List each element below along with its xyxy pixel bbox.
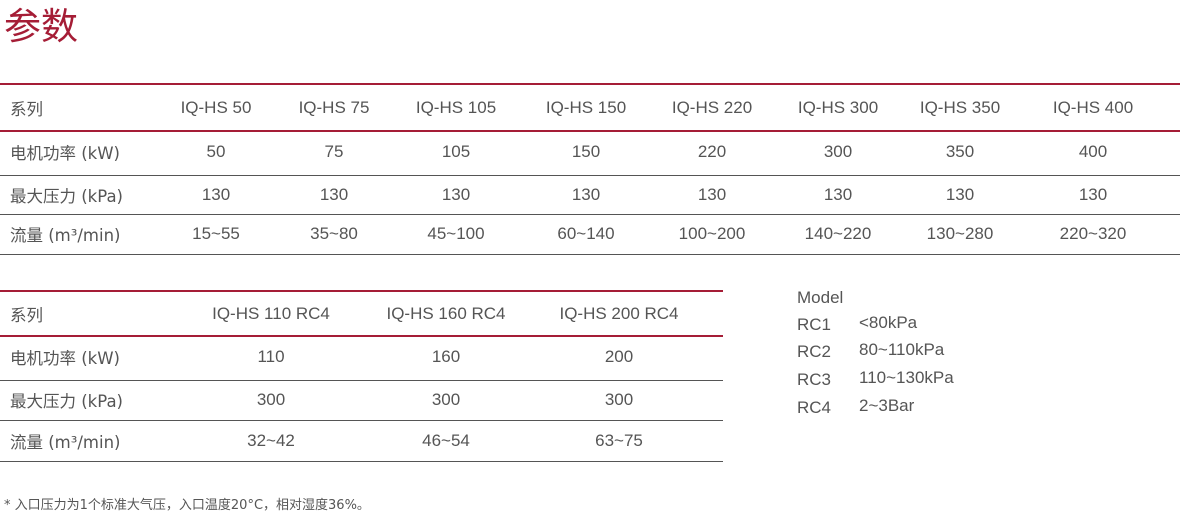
row-label: 系列: [10, 305, 43, 325]
row-label: 电机功率 (kW): [10, 348, 120, 368]
table-cell: 50: [206, 141, 226, 161]
table-cell: 60~140: [557, 224, 615, 243]
table-row: 电机功率 (kW) 110 160 200: [0, 333, 723, 381]
table-cell: 100~200: [678, 224, 746, 243]
table-cell: 130: [201, 184, 231, 204]
column-header: IQ-HS 75: [298, 97, 370, 117]
page-title: 参数: [4, 5, 78, 48]
column-header: IQ-HS 160 RC4: [386, 303, 506, 323]
row-label: 系列: [10, 99, 43, 119]
row-label: 流量 (m³/min): [10, 432, 121, 452]
legend-value: 80~110kPa: [859, 340, 945, 359]
table-cell: 130: [1078, 184, 1108, 204]
legend-value: 2~3Bar: [859, 396, 915, 415]
table-cell: 63~75: [595, 430, 643, 450]
row-label: 电机功率 (kW): [10, 143, 120, 163]
spec-table-standard: 系列 IQ-HS 50 IQ-HS 75 IQ-HS 105 IQ-HS 150 IQ-H…: [0, 83, 1180, 256]
table-cell: 160: [431, 346, 461, 366]
column-header: IQ-HS 105: [415, 97, 497, 117]
table-cell: 130~280: [926, 224, 994, 243]
column-header: IQ-HS 400: [1052, 97, 1134, 117]
table-cell: 220: [697, 141, 727, 161]
table-cell: 140~220: [804, 224, 872, 243]
table-cell: 110: [257, 346, 285, 366]
table-cell: 400: [1078, 141, 1108, 161]
column-header: IQ-HS 50: [180, 97, 252, 117]
legend-value: 110~130kPa: [859, 368, 954, 387]
legend-code: RC2: [797, 342, 832, 361]
column-header: IQ-HS 200 RC4: [559, 303, 679, 323]
table-cell: 200: [604, 346, 634, 366]
table-cell: 130: [945, 184, 975, 204]
table-cell: 300: [256, 390, 286, 409]
table-row: 电机功率 (kW) 50 75 105 150 220 300 350 400: [0, 128, 1180, 176]
spec-table-rc4: 系列 IQ-HS 110 RC4 IQ-HS 160 RC4 IQ-HS 200 RC…: [0, 290, 723, 464]
table-row: 最大压力 (kPa) 130 130 130 130 130 130 130 130: [0, 175, 1180, 215]
table-row: 最大压力 (kPa) 300 300 300: [0, 380, 723, 421]
legend-code: RC4: [797, 398, 832, 417]
table-cell: 300: [823, 141, 853, 161]
column-header: IQ-HS 300: [797, 97, 879, 117]
table-cell: 300: [431, 390, 461, 409]
table-cell: 130: [571, 184, 601, 204]
table-cell: 130: [823, 184, 853, 204]
table-header-row: 系列 IQ-HS 50 IQ-HS 75 IQ-HS 105 IQ-HS 150 IQ-H…: [0, 83, 1180, 132]
table-cell: 45~100: [427, 224, 485, 243]
table-cell: 105: [441, 141, 471, 161]
table-cell: 350: [945, 141, 975, 161]
table-cell: 46~54: [422, 430, 470, 450]
row-label: 最大压力 (kPa): [10, 186, 123, 206]
table-cell: 32~42: [247, 430, 295, 450]
table-cell: 150: [571, 141, 601, 161]
legend-code: RC1: [797, 315, 832, 334]
table-row: 流量 (m³/min) 32~42 46~54 63~75: [0, 420, 723, 462]
legend-title: Model: [797, 288, 844, 307]
row-label: 最大压力 (kPa): [10, 392, 123, 411]
table-cell: 220~320: [1059, 224, 1127, 243]
table-cell: 15~55: [192, 224, 240, 243]
column-header: IQ-HS 350: [919, 97, 1001, 117]
table-cell: 300: [604, 390, 634, 409]
column-header: IQ-HS 110 RC4: [212, 303, 330, 323]
table-row: 流量 (m³/min) 15~55 35~80 45~100 60~140 100~200…: [0, 214, 1180, 255]
table-cell: 35~80: [310, 224, 358, 243]
footnote: * 入口压力为1个标准大气压，入口温度20°C，相对湿度36%。: [4, 498, 370, 513]
row-label: 流量 (m³/min): [10, 226, 121, 245]
table-cell: 130: [697, 184, 727, 204]
column-header: IQ-HS 150: [545, 97, 627, 117]
column-header: IQ-HS 220: [671, 97, 753, 117]
table-header-row: 系列 IQ-HS 110 RC4 IQ-HS 160 RC4 IQ-HS 200 RC…: [0, 290, 723, 337]
legend-code: RC3: [797, 370, 832, 389]
legend-value: <80kPa: [859, 313, 918, 332]
table-cell: 130: [441, 184, 471, 204]
table-cell: 75: [324, 141, 344, 161]
table-cell: 130: [319, 184, 349, 204]
